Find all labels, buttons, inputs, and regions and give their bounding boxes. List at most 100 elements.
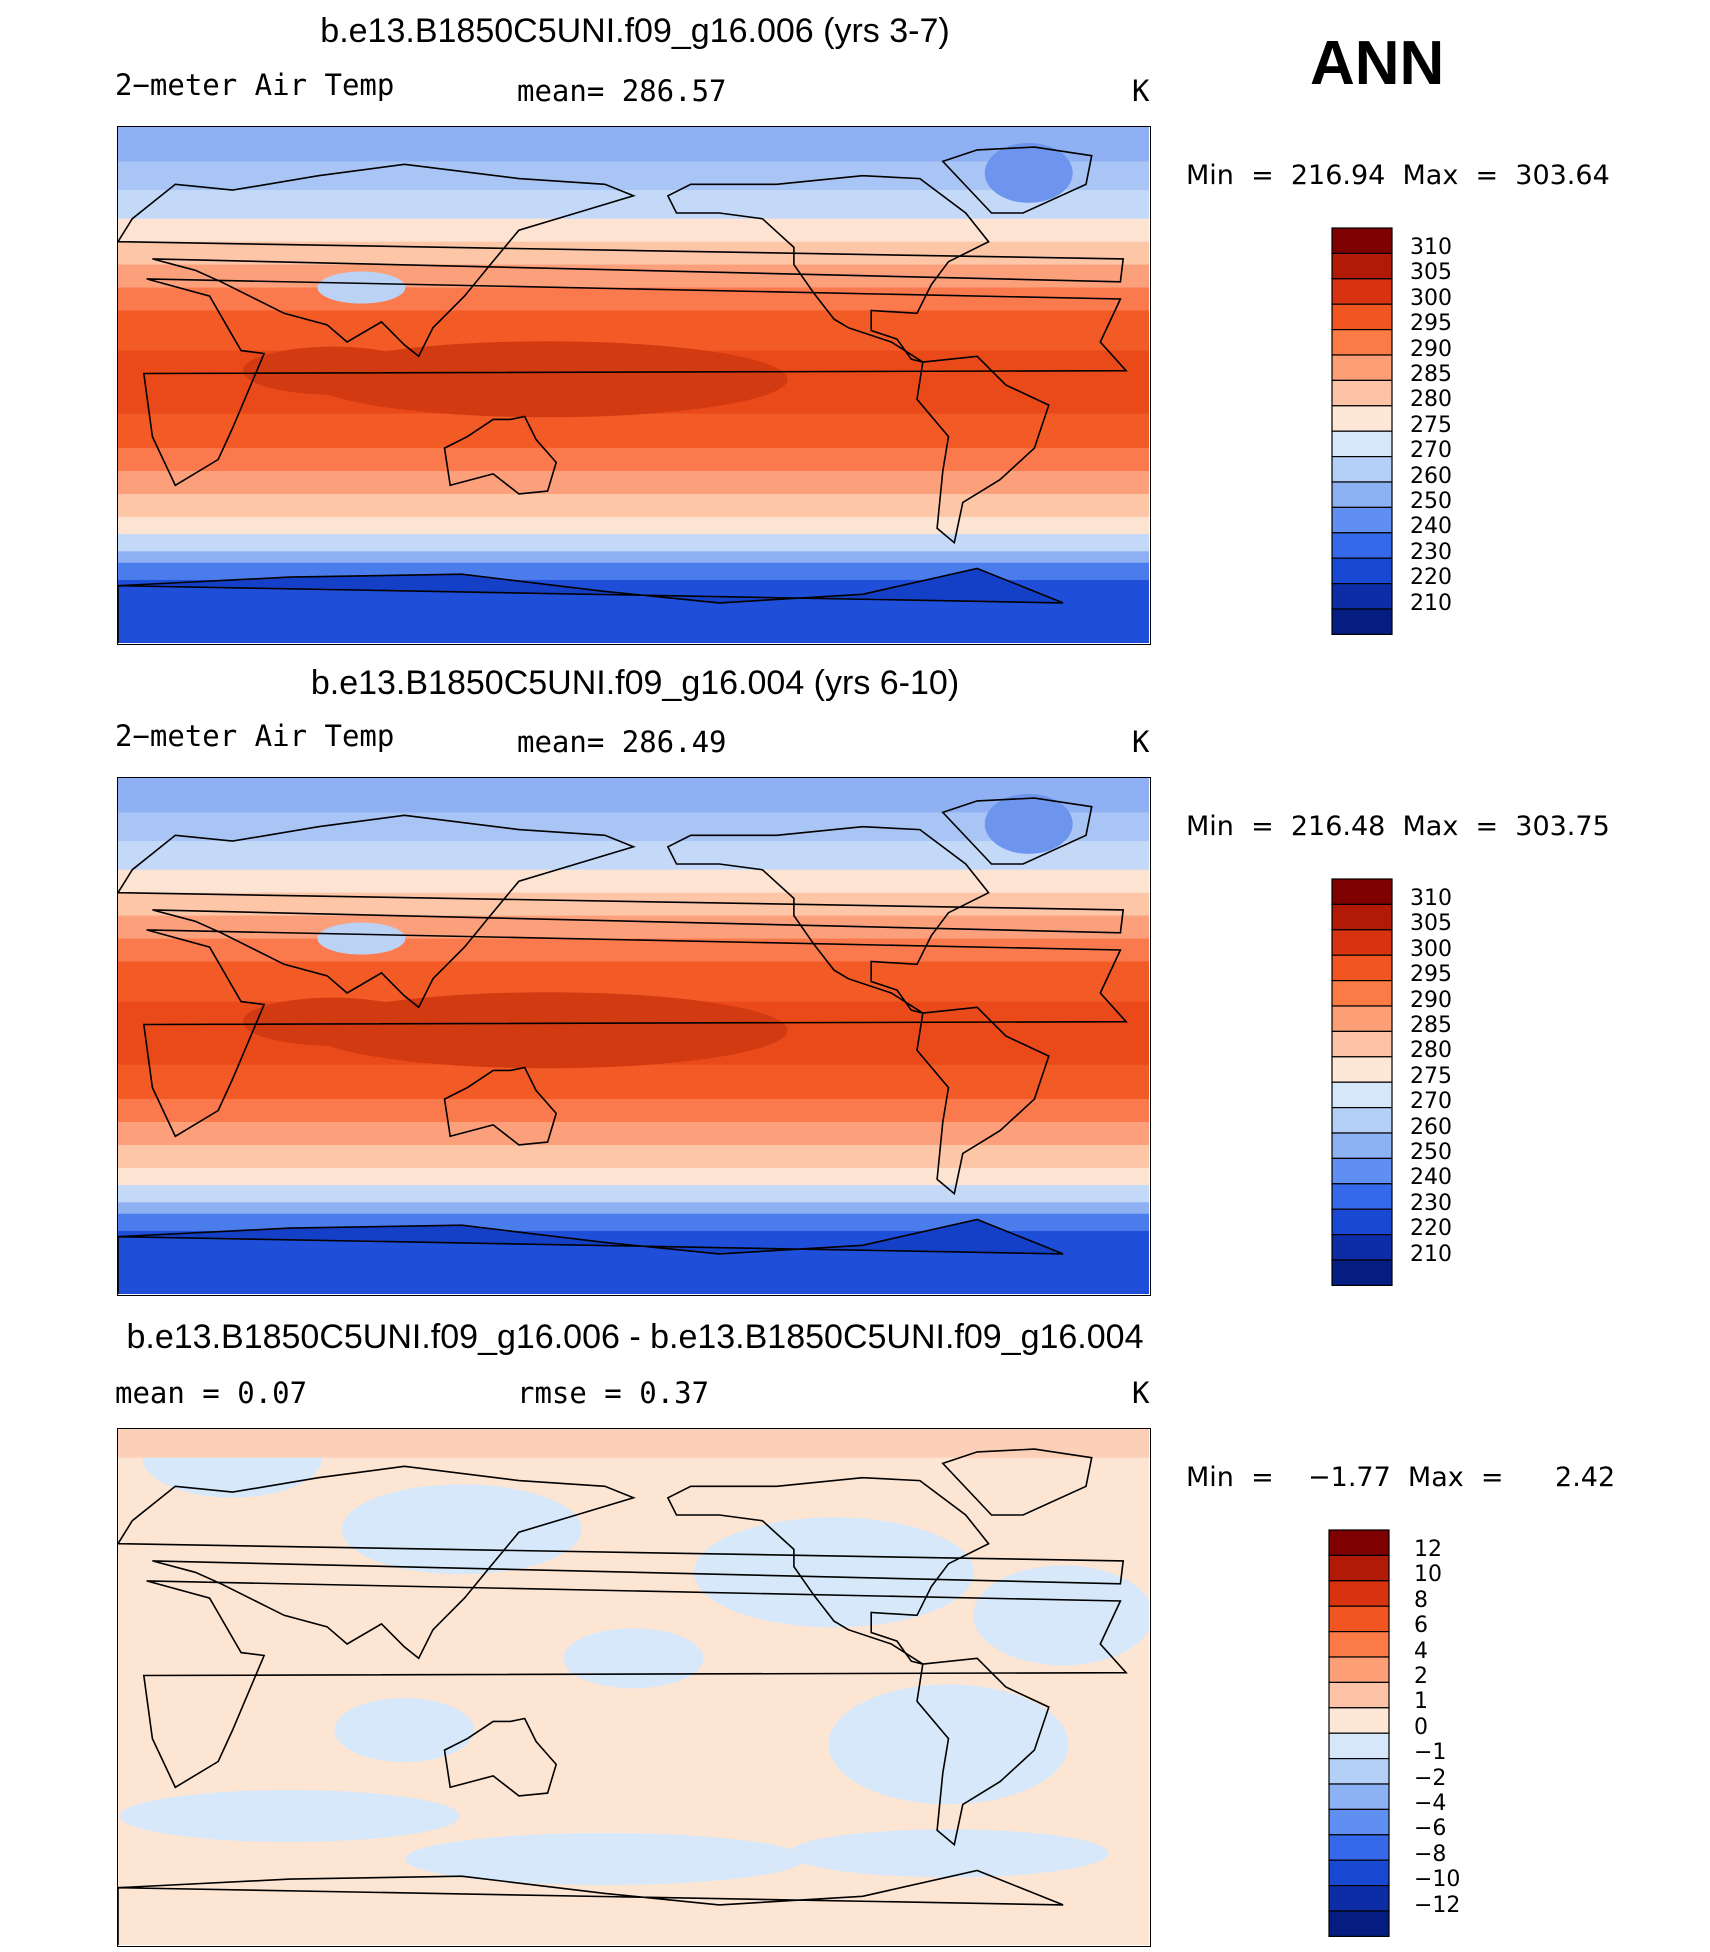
colorbar-swatch <box>1331 227 1393 254</box>
colorbar-swatch <box>1331 903 1393 931</box>
temperature-band <box>118 841 1149 871</box>
colorbar-tick-label: 250 <box>1410 489 1452 514</box>
colorbar-swatch <box>1328 1758 1390 1785</box>
greenland-cold-region <box>984 793 1073 854</box>
colorbar-tick-label: 210 <box>1410 590 1452 616</box>
temperature-band <box>118 516 1149 535</box>
colorbar-tick-label: −2 <box>1414 1765 1447 1791</box>
colorbar-swatch <box>1331 1030 1393 1058</box>
colorbar-swatch <box>1331 1183 1393 1210</box>
colorbar-swatch <box>1331 979 1393 1007</box>
colorbar-swatch <box>1331 557 1393 585</box>
colorbar-tick-label: 285 <box>1410 1013 1452 1038</box>
temperature-band <box>118 1144 1149 1169</box>
negative-anomaly-region <box>828 1684 1069 1805</box>
colorbar-tick-label: 270 <box>1410 1089 1452 1115</box>
colorbar-tick-label: 295 <box>1410 962 1452 988</box>
negative-anomaly-region <box>341 1484 582 1575</box>
africa-outline <box>142 278 1128 487</box>
colorbar-tick-label: 300 <box>1410 285 1452 311</box>
colorbar-swatch <box>1328 1707 1390 1734</box>
panel-1-title: b.e13.B1850C5UNI.f09_g16.006 (yrs 3-7) <box>320 12 950 50</box>
antarctica-outline <box>118 1218 1064 1294</box>
colorbar-swatch <box>1331 303 1393 331</box>
panel-3-colorbar <box>1328 1529 1390 1937</box>
colorbar-tick-label: 280 <box>1410 1038 1452 1064</box>
australia-outline <box>443 415 558 495</box>
colorbar-swatch <box>1331 1005 1393 1032</box>
arctic-positive-anomaly <box>118 1429 1149 1458</box>
colorbar-swatch <box>1331 328 1393 356</box>
colorbar-swatch <box>1331 278 1393 305</box>
colorbar-tick-label: 230 <box>1410 1190 1452 1216</box>
colorbar-swatch <box>1331 1132 1393 1159</box>
colorbar-swatch <box>1328 1554 1390 1582</box>
negative-anomaly-region <box>119 1790 460 1842</box>
panel-2-title: b.e13.B1850C5UNI.f09_g16.004 (yrs 6-10) <box>310 664 960 702</box>
colorbar-swatch <box>1331 379 1393 407</box>
colorbar-tick-label: 0 <box>1414 1714 1428 1740</box>
colorbar-swatch <box>1328 1885 1390 1912</box>
panel-3-minmax: Min = −1.77 Max = 2.42 <box>1186 1462 1616 1493</box>
temperature-band <box>118 190 1149 220</box>
colorbar-tick-label: −1 <box>1414 1740 1447 1766</box>
colorbar-swatch <box>1331 878 1393 905</box>
colorbar-tick-label: 4 <box>1414 1638 1428 1664</box>
temperature-band <box>118 264 1149 289</box>
colorbar-tick-label: 6 <box>1414 1613 1428 1639</box>
panel-2-minmax: Min = 216.48 Max = 303.75 <box>1186 811 1610 842</box>
colorbar-swatch <box>1331 1107 1393 1134</box>
colorbar-tick-label: 270 <box>1410 438 1452 464</box>
panel-2-map <box>117 777 1151 1296</box>
panel-3-units: K <box>1132 1376 1150 1410</box>
colorbar-tick-label: 8 <box>1414 1587 1428 1613</box>
colorbar-swatch <box>1328 1808 1390 1836</box>
australia-outline <box>443 1717 558 1797</box>
colorbar-swatch <box>1331 456 1393 483</box>
colorbar-swatch <box>1331 1259 1393 1286</box>
season-label: ANN <box>1310 29 1445 98</box>
colorbar-tick-label: −12 <box>1414 1892 1461 1918</box>
samerica-outline <box>916 1006 1050 1196</box>
colorbar-tick-label: 260 <box>1410 1114 1452 1140</box>
eurasia-outline <box>118 163 1125 358</box>
colorbar-swatch <box>1331 506 1393 534</box>
colorbar-swatch <box>1331 954 1393 982</box>
negative-anomaly-region <box>973 1565 1149 1666</box>
temperature-band <box>118 1099 1149 1123</box>
greenland-outline <box>941 1448 1093 1516</box>
greenland-cold-region <box>984 142 1073 203</box>
colorbar-swatch <box>1331 430 1393 458</box>
negative-anomaly-region <box>788 1829 1109 1878</box>
colorbar-tick-label: 310 <box>1410 235 1452 260</box>
australia-outline <box>443 1066 558 1146</box>
colorbar-tick-label: 290 <box>1410 987 1452 1013</box>
colorbar-swatch <box>1328 1834 1390 1861</box>
colorbar-tick-label: 295 <box>1410 311 1452 337</box>
eurasia-outline <box>118 1465 1125 1660</box>
temperature-band <box>118 778 1149 813</box>
colorbar-tick-label: 290 <box>1410 336 1452 362</box>
colorbar-swatch <box>1331 405 1393 432</box>
colorbar-tick-label: 275 <box>1410 1063 1452 1089</box>
panel-3-mean-label: mean = 0.07 <box>115 1376 308 1410</box>
colorbar-tick-label: 280 <box>1410 387 1452 413</box>
colorbar-tick-label: 240 <box>1410 514 1452 540</box>
tibet-cold-region <box>317 271 406 304</box>
colorbar-swatch <box>1331 1081 1393 1109</box>
colorbar-swatch <box>1328 1681 1390 1709</box>
warm-pool <box>242 997 423 1046</box>
panel-3-title: b.e13.B1850C5UNI.f09_g16.006 - b.e13.B18… <box>126 1318 1144 1356</box>
samerica-outline <box>916 355 1050 545</box>
warm-pool <box>307 992 788 1069</box>
colorbar-tick-label: 250 <box>1410 1140 1452 1165</box>
panel-3-map <box>117 1428 1151 1947</box>
temperature-band <box>118 161 1149 191</box>
panel-1-variable-label: 2−meter Air Temp <box>115 68 395 102</box>
temperature-band <box>118 1064 1149 1100</box>
colorbar-tick-label: 220 <box>1410 565 1452 591</box>
antarctica-outline <box>118 1869 1064 1945</box>
eurasia-outline <box>118 814 1125 1009</box>
panel-1-map <box>117 126 1151 645</box>
